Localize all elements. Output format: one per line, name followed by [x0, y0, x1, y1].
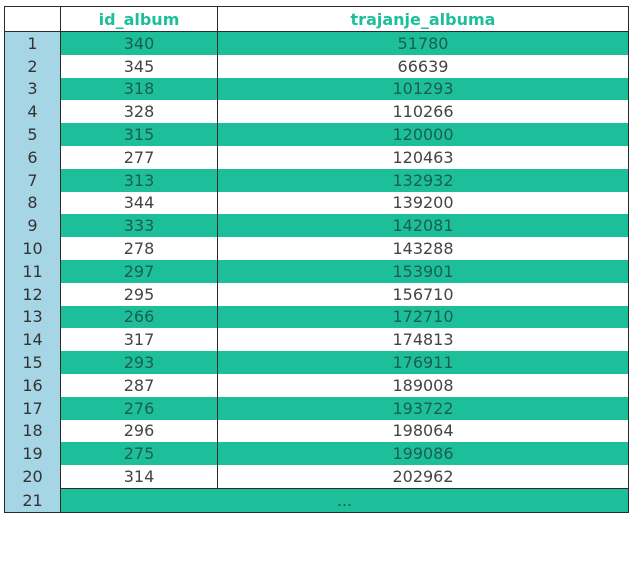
table-row[interactable]: 4 328 110266: [4, 100, 629, 124]
cell-id-album: 277: [60, 145, 218, 169]
cell-id-album: 297: [60, 259, 218, 283]
row-index: 1: [4, 31, 61, 55]
cell-id-album: 275: [60, 442, 218, 466]
row-index: 10: [4, 237, 61, 260]
cell-trajanje-albuma: 199086: [217, 442, 629, 466]
more-rows-ellipsis: ...: [60, 487, 629, 513]
row-index: 19: [4, 442, 61, 466]
table-row[interactable]: 19 275 199086: [4, 442, 629, 466]
cell-id-album: 317: [60, 328, 218, 352]
cell-trajanje-albuma: 142081: [217, 214, 629, 238]
cell-trajanje-albuma: 143288: [217, 237, 629, 260]
cell-trajanje-albuma: 172710: [217, 305, 629, 329]
row-index: 13: [4, 305, 61, 329]
row-index: 6: [4, 145, 61, 169]
result-table-container: id_album trajanje_albuma 1 340 51780 2 345 66…: [4, 6, 629, 513]
row-index: 12: [4, 282, 61, 306]
row-index: 9: [4, 214, 61, 238]
table-row-ellipsis: 21...: [4, 487, 629, 513]
row-index: 7: [4, 168, 61, 192]
cell-id-album: 345: [60, 54, 218, 78]
table-row[interactable]: 1 340 51780: [4, 31, 629, 55]
table-body: 1 340 51780 2 345 66639 3 318 101293 4 328 110266 5 3…: [4, 31, 629, 513]
cell-trajanje-albuma: 139200: [217, 191, 629, 215]
cell-id-album: 340: [60, 31, 218, 55]
cell-trajanje-albuma: 174813: [217, 328, 629, 352]
cell-id-album: 315: [60, 123, 218, 146]
row-index: 5: [4, 123, 61, 146]
table-row[interactable]: 17 276 193722: [4, 396, 629, 420]
row-index: 14: [4, 328, 61, 352]
cell-trajanje-albuma: 66639: [217, 54, 629, 78]
cell-id-album: 314: [60, 465, 218, 489]
header-index: [4, 6, 61, 32]
table-row[interactable]: 12 295 156710: [4, 282, 629, 306]
cell-trajanje-albuma: 120000: [217, 123, 629, 146]
cell-trajanje-albuma: 101293: [217, 77, 629, 101]
table-row[interactable]: 5 315 120000: [4, 123, 629, 146]
row-index: 16: [4, 373, 61, 397]
result-table: id_album trajanje_albuma 1 340 51780 2 345 66…: [4, 6, 629, 513]
row-index: 4: [4, 100, 61, 124]
row-index: 21: [4, 488, 61, 513]
cell-id-album: 278: [60, 237, 218, 260]
cell-id-album: 293: [60, 351, 218, 374]
cell-trajanje-albuma: 193722: [217, 396, 629, 420]
table-row[interactable]: 13 266 172710: [4, 305, 629, 329]
table-row[interactable]: 15 293 176911: [4, 351, 629, 374]
row-index: 3: [4, 77, 61, 101]
table-row[interactable]: 8 344 139200: [4, 191, 629, 215]
table-row[interactable]: 2 345 66639: [4, 54, 629, 78]
cell-id-album: 296: [60, 419, 218, 443]
row-index: 8: [4, 191, 61, 215]
cell-id-album: 295: [60, 282, 218, 306]
table-row[interactable]: 14 317 174813: [4, 328, 629, 352]
table-row[interactable]: 18 296 198064: [4, 419, 629, 443]
table-row[interactable]: 10 278 143288: [4, 237, 629, 260]
row-index: 11: [4, 259, 61, 283]
cell-id-album: 318: [60, 77, 218, 101]
header-trajanje-albuma[interactable]: trajanje_albuma: [217, 6, 629, 32]
row-index: 2: [4, 54, 61, 78]
table-row[interactable]: 3 318 101293: [4, 77, 629, 101]
table-row[interactable]: 9 333 142081: [4, 214, 629, 238]
table-row[interactable]: 11 297 153901: [4, 259, 629, 283]
cell-trajanje-albuma: 51780: [217, 31, 629, 55]
table-row[interactable]: 20 314 202962: [4, 465, 629, 489]
cell-trajanje-albuma: 202962: [217, 465, 629, 489]
cell-trajanje-albuma: 198064: [217, 419, 629, 443]
table-row[interactable]: 7 313 132932: [4, 168, 629, 192]
cell-trajanje-albuma: 156710: [217, 282, 629, 306]
cell-trajanje-albuma: 132932: [217, 168, 629, 192]
cell-id-album: 313: [60, 168, 218, 192]
row-index: 17: [4, 396, 61, 420]
row-index: 15: [4, 351, 61, 374]
cell-id-album: 328: [60, 100, 218, 124]
cell-trajanje-albuma: 153901: [217, 259, 629, 283]
cell-trajanje-albuma: 189008: [217, 373, 629, 397]
cell-id-album: 266: [60, 305, 218, 329]
cell-trajanje-albuma: 120463: [217, 145, 629, 169]
row-index: 20: [4, 465, 61, 489]
cell-id-album: 276: [60, 396, 218, 420]
table-row[interactable]: 16 287 189008: [4, 373, 629, 397]
cell-id-album: 344: [60, 191, 218, 215]
header-id-album[interactable]: id_album: [60, 6, 218, 32]
table-row[interactable]: 6 277 120463: [4, 145, 629, 169]
table-header-row: id_album trajanje_albuma: [4, 6, 629, 32]
row-index: 18: [4, 419, 61, 443]
cell-trajanje-albuma: 110266: [217, 100, 629, 124]
cell-id-album: 333: [60, 214, 218, 238]
cell-trajanje-albuma: 176911: [217, 351, 629, 374]
cell-id-album: 287: [60, 373, 218, 397]
